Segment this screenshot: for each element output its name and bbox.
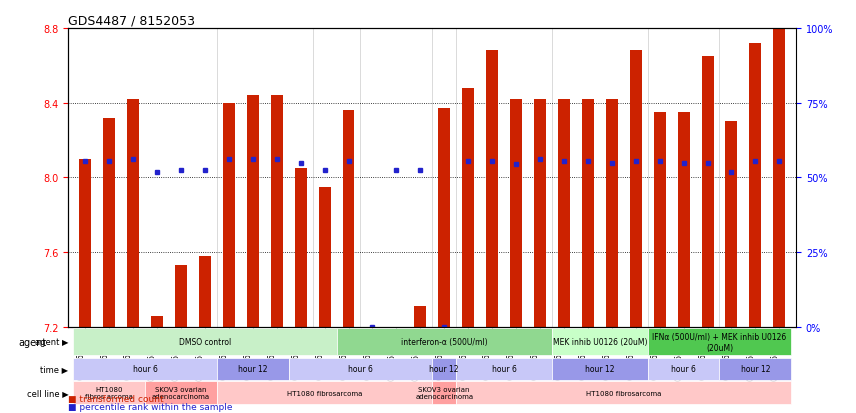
FancyBboxPatch shape: [552, 358, 648, 380]
FancyBboxPatch shape: [288, 358, 432, 380]
Text: GDS4487 / 8152053: GDS4487 / 8152053: [68, 15, 195, 28]
Text: SKOV3 ovarian
adenocarcinoma: SKOV3 ovarian adenocarcinoma: [415, 386, 473, 399]
Bar: [294, 169, 306, 327]
FancyBboxPatch shape: [217, 358, 288, 380]
FancyBboxPatch shape: [74, 358, 217, 380]
Bar: [438, 109, 450, 327]
Bar: [773, 29, 785, 327]
FancyBboxPatch shape: [456, 381, 791, 404]
Text: hour 12: hour 12: [430, 364, 459, 373]
Bar: [223, 104, 235, 327]
FancyBboxPatch shape: [456, 358, 552, 380]
Text: hour 12: hour 12: [585, 364, 615, 373]
Bar: [749, 44, 761, 327]
FancyBboxPatch shape: [720, 358, 791, 380]
Text: agent ▶: agent ▶: [35, 337, 68, 347]
Text: ■ percentile rank within the sample: ■ percentile rank within the sample: [68, 402, 233, 411]
Bar: [510, 100, 522, 327]
Bar: [128, 100, 139, 327]
Bar: [199, 256, 211, 327]
FancyBboxPatch shape: [432, 381, 456, 404]
Bar: [342, 111, 354, 327]
Bar: [151, 316, 163, 327]
Bar: [486, 51, 498, 327]
Bar: [726, 122, 737, 327]
FancyBboxPatch shape: [145, 381, 217, 404]
Bar: [630, 51, 642, 327]
Text: IFNα (500U/ml) + MEK inhib U0126
(20uM): IFNα (500U/ml) + MEK inhib U0126 (20uM): [652, 332, 787, 352]
Text: cell line ▶: cell line ▶: [27, 388, 68, 397]
Bar: [678, 113, 690, 327]
Bar: [414, 307, 426, 327]
Text: MEK inhib U0126 (20uM): MEK inhib U0126 (20uM): [553, 337, 647, 347]
FancyBboxPatch shape: [74, 329, 336, 356]
Bar: [318, 188, 330, 327]
Text: agent: agent: [18, 337, 46, 347]
Bar: [654, 113, 666, 327]
Text: hour 6: hour 6: [348, 364, 373, 373]
Text: HT1080
fibros arcoma: HT1080 fibros arcoma: [86, 386, 133, 399]
Text: HT1080 fibrosarcoma: HT1080 fibrosarcoma: [287, 390, 362, 396]
Text: time ▶: time ▶: [40, 364, 68, 373]
FancyBboxPatch shape: [552, 329, 648, 356]
Bar: [534, 100, 546, 327]
FancyBboxPatch shape: [648, 329, 791, 356]
Bar: [702, 57, 714, 327]
Bar: [606, 100, 618, 327]
Bar: [247, 96, 259, 327]
Text: hour 6: hour 6: [671, 364, 696, 373]
FancyBboxPatch shape: [648, 358, 720, 380]
Text: hour 12: hour 12: [238, 364, 268, 373]
Text: interferon-α (500U/ml): interferon-α (500U/ml): [401, 337, 488, 347]
Text: hour 6: hour 6: [491, 364, 516, 373]
Bar: [270, 96, 282, 327]
Text: SKOV3 ovarian
adenocarcinoma: SKOV3 ovarian adenocarcinoma: [152, 386, 210, 399]
Text: DMSO control: DMSO control: [179, 337, 231, 347]
Text: hour 12: hour 12: [740, 364, 770, 373]
Bar: [582, 100, 594, 327]
FancyBboxPatch shape: [217, 381, 432, 404]
Text: hour 6: hour 6: [133, 364, 158, 373]
Text: ■ transformed count: ■ transformed count: [68, 394, 164, 403]
FancyBboxPatch shape: [432, 358, 456, 380]
Bar: [462, 88, 474, 327]
FancyBboxPatch shape: [74, 381, 145, 404]
Bar: [558, 100, 570, 327]
FancyBboxPatch shape: [336, 329, 552, 356]
Bar: [175, 266, 187, 327]
Bar: [80, 159, 92, 327]
Text: HT1080 fibrosarcoma: HT1080 fibrosarcoma: [586, 390, 662, 396]
Bar: [104, 119, 116, 327]
